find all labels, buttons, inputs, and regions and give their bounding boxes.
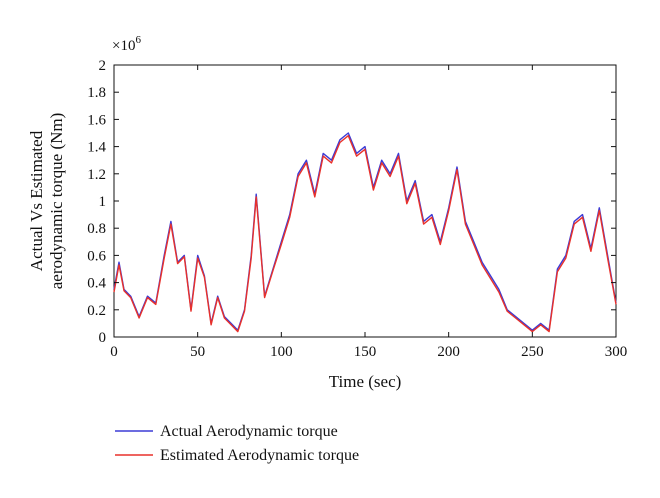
x-tick-label: 150 (354, 344, 377, 360)
x-axis-title: Time (sec) (329, 372, 402, 391)
y-tick-label: 1.8 (87, 85, 106, 101)
y-tick-label: 0.2 (87, 303, 106, 319)
y-multiplier-label: ×106 (112, 34, 141, 54)
x-tick-label: 50 (190, 344, 205, 360)
legend-label-actual: Actual Aerodynamic torque (160, 423, 338, 440)
y-axis-title: Actual Vs Estimated aerodynamic torque (… (27, 113, 66, 290)
x-axis: 0 50 100 150 200 250 300 (110, 65, 627, 360)
y-multiplier-exponent: 6 (135, 34, 141, 46)
y-tick-label: 1 (99, 194, 107, 210)
legend: Actual Aerodynamic torque Estimated Aero… (115, 423, 359, 464)
y-tick-label: 0.6 (87, 248, 106, 264)
x-tick-label: 100 (270, 344, 293, 360)
y-axis: 0 0.2 0.4 0.6 0.8 1 1.2 1.4 1.6 1.8 2 (87, 58, 616, 346)
y-tick-label: 2 (99, 58, 107, 74)
y-tick-label: 1.4 (87, 140, 106, 156)
y-axis-title-line-1: Actual Vs Estimated (27, 130, 46, 271)
x-tick-label: 300 (605, 344, 628, 360)
series-layer (113, 132, 617, 333)
y-tick-label: 0.8 (87, 221, 106, 237)
x-tick-label: 200 (437, 344, 460, 360)
y-axis-title-line-2: aerodynamic torque (Nm) (47, 113, 66, 290)
x-tick-label: 0 (110, 344, 118, 360)
y-tick-label: 0 (99, 330, 107, 346)
y-tick-label: 0.4 (87, 276, 106, 292)
x-tick-label: 250 (521, 344, 544, 360)
series-line-estimated (113, 134, 617, 333)
y-tick-label: 1.6 (87, 112, 106, 128)
y-tick-label: 1.2 (87, 167, 106, 183)
legend-label-estimated: Estimated Aerodynamic torque (160, 447, 359, 464)
